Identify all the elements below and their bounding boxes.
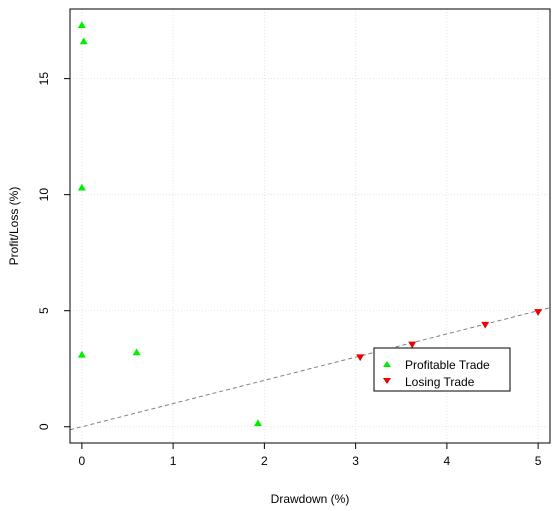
profitable-trade-point [77, 183, 86, 191]
y-tick-label: 5 [37, 307, 51, 314]
y-tick-label: 15 [37, 72, 51, 86]
losing-trade-point [408, 341, 417, 349]
legend-label-losing: Losing Trade [405, 375, 475, 389]
data-points [77, 21, 543, 427]
reference-line [69, 307, 551, 431]
profitable-trade-point [77, 350, 86, 358]
losing-trade-point [356, 354, 365, 362]
x-tick-label: 1 [170, 454, 177, 468]
x-axis-title: Drawdown (%) [271, 492, 350, 506]
legend-label-profitable: Profitable Trade [405, 358, 490, 372]
y-tick-label: 10 [37, 188, 51, 202]
losing-trade-point [534, 309, 543, 316]
legend-marker-profitable [383, 361, 391, 367]
profitable-trade-point [132, 348, 141, 356]
x-tick-label: 2 [261, 454, 268, 468]
x-tick-label: 3 [352, 454, 359, 468]
legend-box [373, 347, 511, 392]
x-tick-label: 5 [535, 454, 542, 468]
legend: Profitable Trade Losing Trade [373, 347, 511, 392]
grid [70, 9, 550, 443]
y-axis: 0 5 10 15 [37, 72, 70, 430]
y-axis-title: Profit/Loss (%) [7, 187, 21, 266]
y-tick-label: 0 [37, 423, 51, 430]
profitable-trade-point [77, 21, 86, 29]
plot-frame [69, 8, 551, 444]
x-tick-label: 0 [79, 454, 86, 468]
profitable-trade-point [253, 419, 262, 427]
x-tick-label: 4 [444, 454, 451, 468]
losing-trade-point [481, 321, 490, 329]
x-axis: 0 1 2 3 4 5 [79, 443, 542, 468]
profitable-trade-point [79, 37, 88, 45]
legend-marker-losing [383, 378, 391, 384]
